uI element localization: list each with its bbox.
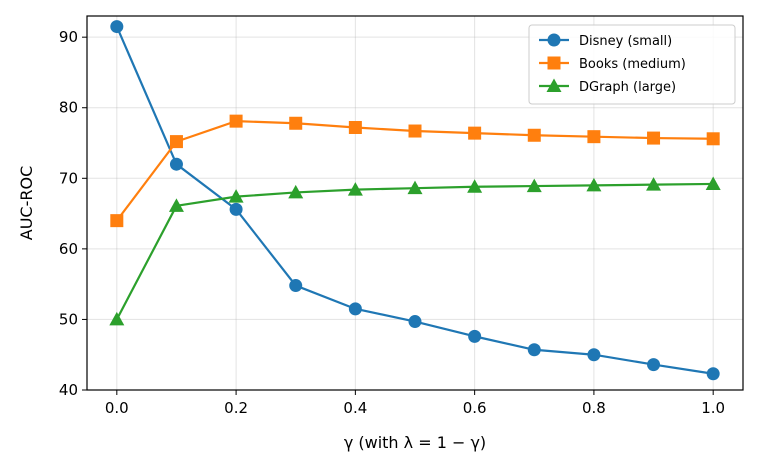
x-tick-label: 0.6 xyxy=(463,399,487,417)
y-tick-label: 40 xyxy=(59,381,78,399)
legend: Disney (small) Books (medium) DGraph (larg… xyxy=(528,24,736,105)
data-point xyxy=(229,114,243,128)
x-tick-label: 1.0 xyxy=(701,399,725,417)
data-point xyxy=(646,177,662,191)
y-tick-label: 90 xyxy=(59,28,78,46)
data-point xyxy=(110,20,124,34)
data-point xyxy=(347,182,363,196)
data-point xyxy=(587,348,601,362)
legend-label: Disney (small) xyxy=(579,34,672,49)
y-tick-label: 70 xyxy=(59,169,78,187)
data-point xyxy=(228,189,244,203)
legend-marker xyxy=(546,78,562,92)
data-point xyxy=(168,198,184,212)
data-point xyxy=(348,120,362,134)
data-point xyxy=(289,116,303,130)
data-point xyxy=(647,358,661,372)
data-point xyxy=(587,130,601,144)
y-axis-label: AUC-ROC xyxy=(17,166,36,240)
data-point xyxy=(526,178,542,193)
data-point xyxy=(289,279,303,293)
series-2 xyxy=(109,176,721,326)
legend-box xyxy=(528,24,736,105)
data-point xyxy=(467,179,483,193)
legend-label: Books (medium) xyxy=(579,57,686,72)
data-point xyxy=(647,131,661,145)
data-point xyxy=(705,176,721,190)
data-point xyxy=(169,157,183,171)
data-point xyxy=(407,180,423,195)
data-point xyxy=(527,343,541,357)
y-tick-label: 50 xyxy=(59,310,78,328)
data-point xyxy=(468,126,482,140)
axis-ticks: 0.0 0.2 0.4 0.6 0.8 1.0 40 50 60 70 80 90 xyxy=(59,28,725,417)
series-layer xyxy=(109,20,721,381)
data-point xyxy=(706,132,720,146)
data-point xyxy=(527,128,541,142)
series-1 xyxy=(110,114,720,228)
data-point xyxy=(229,202,243,216)
data-point xyxy=(109,311,125,326)
plot-frame xyxy=(86,15,744,391)
y-tick-label: 60 xyxy=(59,240,78,258)
y-tick-label: 80 xyxy=(59,99,78,117)
x-axis-label: γ (with λ = 1 − γ) xyxy=(344,433,486,452)
data-point xyxy=(169,135,183,149)
data-point xyxy=(586,177,602,192)
x-tick-label: 0.8 xyxy=(582,399,606,417)
data-point xyxy=(408,124,422,138)
x-tick-label: 0.0 xyxy=(105,399,129,417)
x-tick-label: 0.4 xyxy=(343,399,367,417)
data-point xyxy=(110,214,124,228)
data-point xyxy=(348,302,362,316)
x-tick-label: 0.2 xyxy=(224,399,248,417)
data-point xyxy=(288,184,304,199)
data-point xyxy=(408,315,422,329)
legend-label: DGraph (large) xyxy=(579,80,676,95)
data-point xyxy=(468,329,482,343)
legend-marker xyxy=(547,33,561,47)
series-0 xyxy=(110,20,720,381)
legend-marker xyxy=(547,56,561,70)
series-line xyxy=(115,182,714,320)
data-point xyxy=(706,367,720,381)
